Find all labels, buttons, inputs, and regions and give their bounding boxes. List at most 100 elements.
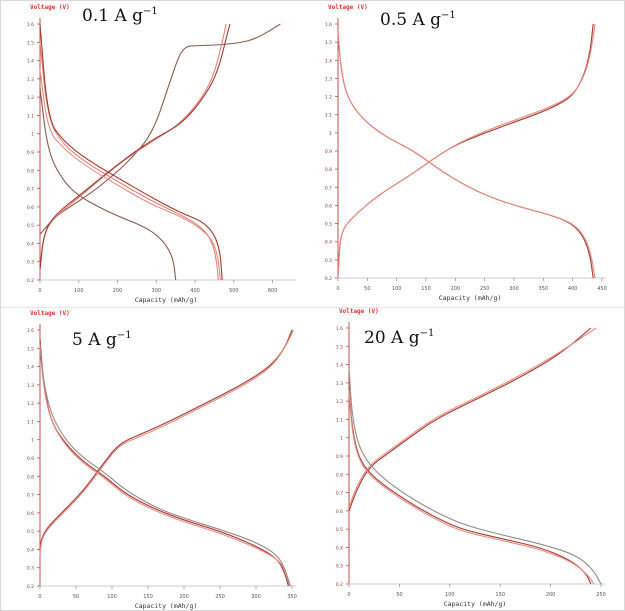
y-tick-label: 0.3 bbox=[27, 260, 34, 266]
y-tick-label: 1.6 bbox=[27, 328, 34, 334]
y-tick-label: 0.4 bbox=[336, 545, 343, 551]
y-tick-label: 0.7 bbox=[27, 493, 34, 499]
y-tick-label: 0.6 bbox=[325, 203, 332, 209]
x-tick-label: 150 bbox=[143, 594, 153, 600]
x-tick-label: 50 bbox=[73, 594, 79, 600]
y-tick-label: 1.5 bbox=[27, 346, 34, 352]
y-tick-label: 0.8 bbox=[27, 168, 34, 174]
x-tick-label: 100 bbox=[445, 592, 455, 598]
x-tick-label: 150 bbox=[421, 286, 431, 292]
series-line-3 bbox=[337, 23, 596, 279]
y-tick-label: 0.9 bbox=[336, 454, 343, 460]
y-tick-label: 1.1 bbox=[336, 417, 343, 423]
series-line-0 bbox=[348, 386, 592, 585]
series-line-0 bbox=[337, 33, 594, 279]
y-tick-label: 0.8 bbox=[27, 474, 34, 480]
y-tick-label: 1.6 bbox=[27, 22, 34, 28]
series-line-4 bbox=[39, 348, 290, 587]
x-tick-label: 50 bbox=[396, 592, 402, 598]
rate-value: 5 bbox=[72, 330, 83, 350]
y-tick-label: 0.3 bbox=[27, 566, 34, 572]
series-line-2 bbox=[337, 33, 596, 279]
y-tick-label: 0.5 bbox=[27, 223, 34, 229]
rate-exponent: −1 bbox=[143, 6, 158, 17]
y-tick-label: 1.2 bbox=[27, 95, 34, 101]
x-tick-label: 0 bbox=[347, 592, 350, 598]
series-line-1 bbox=[337, 23, 594, 279]
series-line-2 bbox=[39, 42, 219, 281]
series-line-5 bbox=[39, 23, 231, 270]
y-tick-label: 0.2 bbox=[325, 276, 332, 282]
y-tick-label: 1.1 bbox=[27, 419, 34, 425]
y-tick-label: 1.2 bbox=[325, 95, 332, 101]
x-tick-label: 250 bbox=[596, 592, 606, 598]
x-tick-label: 250 bbox=[215, 594, 225, 600]
y-tick-label: 1.3 bbox=[27, 77, 34, 83]
y-tick-label: 0.7 bbox=[336, 491, 343, 497]
x-tick-label: 300 bbox=[251, 594, 261, 600]
y-axis-label: Voltage (V) bbox=[30, 4, 70, 11]
y-tick-label: 1.1 bbox=[325, 113, 332, 119]
rate-value: 0.5 bbox=[380, 10, 408, 30]
x-axis-label: Capacity (mAh/g) bbox=[135, 602, 198, 610]
y-tick-label: 0.7 bbox=[325, 185, 332, 191]
y-tick-label: 1.5 bbox=[27, 40, 34, 46]
x-tick-label: 350 bbox=[539, 286, 549, 292]
y-tick-label: 1 bbox=[340, 436, 343, 442]
x-tick-label: 350 bbox=[287, 594, 297, 600]
x-tick-label: 200 bbox=[546, 592, 556, 598]
panel-title-0-1: 0.1 A g−1 bbox=[82, 6, 158, 26]
x-axis-label: Capacity (mAh/g) bbox=[135, 296, 198, 304]
y-tick-label: 1.3 bbox=[336, 381, 343, 387]
x-tick-label: 400 bbox=[190, 288, 200, 294]
y-tick-label: 0.2 bbox=[336, 582, 343, 588]
y-tick-label: 0.8 bbox=[325, 167, 332, 173]
y-tick-label: 1.4 bbox=[325, 58, 332, 64]
rate-unit: A g bbox=[114, 6, 144, 26]
chart-panel-0-1: 0.2 0.3 0.4 0.5 0.6 0.7 0.8 0.9 1 1.1 1.2 1.3 1.4 1.5… bbox=[0, 0, 312, 307]
y-tick-label: 0.6 bbox=[27, 511, 34, 517]
x-tick-label: 100 bbox=[392, 286, 402, 292]
panel-divider bbox=[1, 307, 624, 308]
rate-exponent: −1 bbox=[419, 328, 435, 339]
x-tick-label: 300 bbox=[509, 286, 519, 292]
chart-panel-0-5: 0.2 0.3 0.4 0.5 0.6 0.7 0.8 0.9 1 1.1 1.2 1.3 1.4 1.5… bbox=[312, 0, 625, 307]
panel-title-0-5: 0.5 A g−1 bbox=[380, 10, 456, 30]
x-tick-label: 200 bbox=[179, 594, 189, 600]
series-line-1 bbox=[39, 23, 281, 235]
series-line-4 bbox=[348, 368, 602, 585]
x-tick-label: 0 bbox=[336, 286, 339, 292]
chart-svg-0-1: 0.2 0.3 0.4 0.5 0.6 0.7 0.8 0.9 1 1.1 1.2 1.3 1.4 1.5… bbox=[27, 4, 296, 304]
series-line-3 bbox=[39, 329, 294, 555]
y-tick-label: 0.6 bbox=[336, 509, 343, 515]
chart-panel-5: 0.2 0.3 0.4 0.5 0.6 0.7 0.8 0.9 1 1.1 1.2 1.3 1.4 1.5… bbox=[0, 308, 312, 611]
y-tick-label: 1.1 bbox=[27, 113, 34, 119]
x-tick-label: 500 bbox=[229, 288, 239, 294]
series-line-1 bbox=[348, 327, 592, 512]
y-tick-label: 1.6 bbox=[325, 22, 332, 28]
rate-value: 0.1 bbox=[82, 6, 110, 26]
y-tick-label: 0.8 bbox=[336, 472, 343, 478]
y-tick-label: 0.6 bbox=[27, 205, 34, 211]
x-tick-label: 450 bbox=[597, 286, 607, 292]
x-tick-label: 200 bbox=[451, 286, 461, 292]
y-tick-label: 1.4 bbox=[336, 363, 343, 369]
y-tick-label: 1.6 bbox=[336, 326, 343, 332]
y-tick-label: 0.5 bbox=[336, 527, 343, 533]
panel-title-20: 20 A g−1 bbox=[364, 328, 434, 348]
y-axis-label: Voltage (V) bbox=[30, 310, 70, 317]
y-tick-label: 1 bbox=[31, 438, 34, 444]
y-tick-label: 0.4 bbox=[325, 240, 332, 246]
series-line-0 bbox=[39, 339, 289, 587]
x-tick-label: 400 bbox=[568, 286, 578, 292]
rate-exponent: −1 bbox=[116, 330, 132, 341]
y-tick-label: 0.9 bbox=[325, 149, 332, 155]
rate-unit: A g bbox=[88, 330, 117, 350]
x-tick-label: 300 bbox=[152, 288, 162, 294]
y-tick-label: 1.5 bbox=[325, 40, 332, 46]
x-axis-label: Capacity (mAh/g) bbox=[439, 294, 502, 302]
x-tick-label: 50 bbox=[364, 286, 370, 292]
chart-svg-20: 0.2 0.3 0.4 0.5 0.6 0.7 0.8 0.9 1 1.1 1.2 1.3 1.4 1.5… bbox=[336, 308, 606, 608]
series-line-0 bbox=[39, 87, 177, 281]
y-tick-label: 1.3 bbox=[27, 383, 34, 389]
